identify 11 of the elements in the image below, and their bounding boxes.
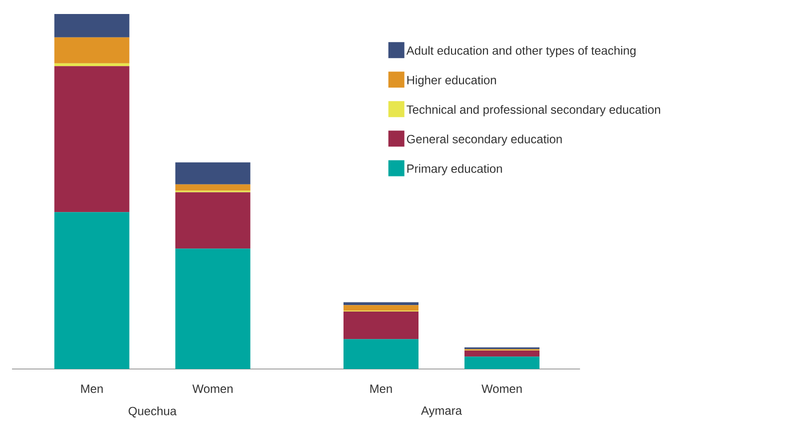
x-tick-label: Men (81, 384, 103, 393)
text: Aymara (421, 406, 462, 418)
legend-label: Adult education and other types of teaching (406, 46, 636, 58)
x-tick-label: Women (192, 384, 233, 393)
x-tick-label: Men (370, 384, 392, 393)
text: Quechua (128, 406, 177, 418)
legend-label: Technical and professional secondary education (406, 105, 660, 116)
x-tick-label: Women (482, 384, 522, 393)
legend-label: General secondary education (406, 134, 562, 146)
legend-label: Primary education (407, 164, 502, 176)
legend-label: Higher education (407, 76, 496, 87)
